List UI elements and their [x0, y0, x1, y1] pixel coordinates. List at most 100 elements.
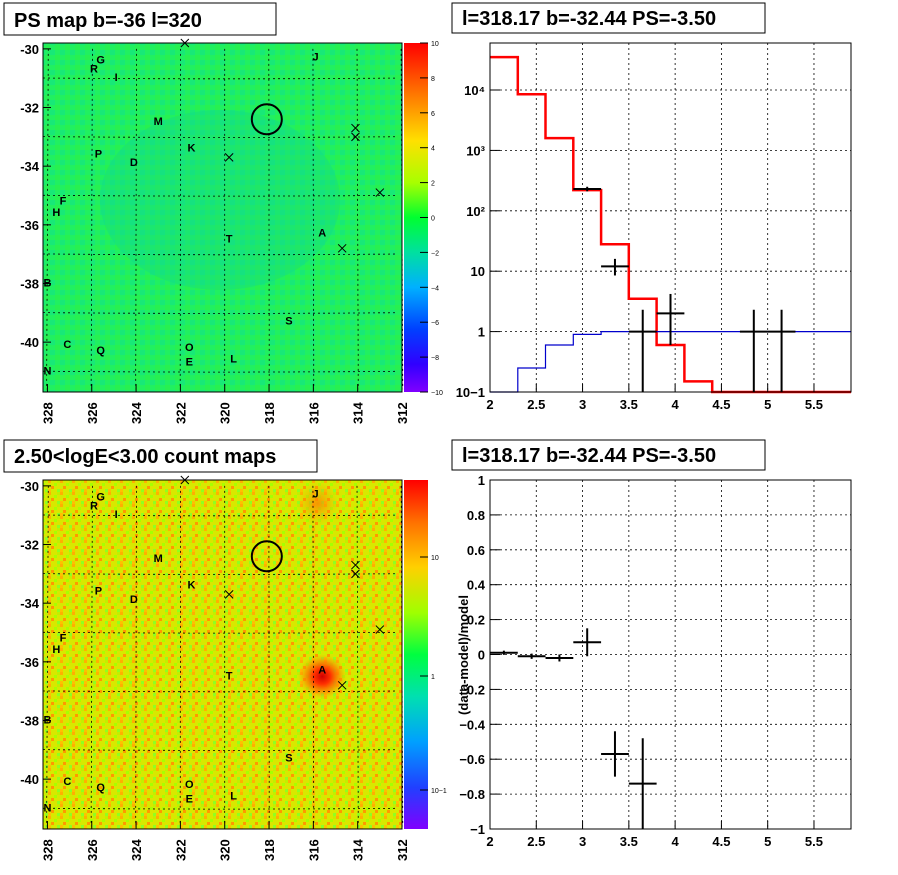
map-y-tick-label: -40 — [20, 335, 39, 350]
colorbar-tick-label: −8 — [431, 355, 439, 362]
colorbar-tick-label: −2 — [431, 250, 439, 257]
map-source-label: L — [230, 354, 237, 366]
residual-x-tick-label: 5.5 — [805, 834, 823, 849]
map-source-label: J — [313, 489, 319, 501]
map-x-tick-label: 328 — [40, 839, 55, 861]
map-parallel — [42, 194, 398, 197]
map-parallel — [42, 312, 398, 314]
map-meridian — [356, 48, 359, 390]
map-x-tick-label: 312 — [395, 839, 410, 861]
map-source-label: Q — [96, 782, 105, 794]
residual-y-tick-label: −0.2 — [459, 682, 485, 697]
residual-x-tick-label: 2.5 — [527, 834, 545, 849]
map-source-cross — [375, 625, 385, 634]
count-map-coordinate-grid — [42, 485, 404, 827]
map-y-tick-label: -36 — [20, 655, 39, 670]
map-y-tick-label: -38 — [20, 713, 39, 728]
spectrum-y-tick-label: 10−1 — [456, 385, 485, 400]
map-parallel — [42, 573, 398, 575]
colorbar-tick-label: 4 — [431, 146, 435, 153]
map-parallel — [43, 253, 398, 256]
count-map-colorbar-ticks: 10 1 10−1 — [420, 555, 447, 795]
map-source-cross — [351, 569, 360, 579]
map-y-tick-label: -40 — [20, 772, 39, 787]
ps-map-title: PS map b=-36 l=320 — [14, 10, 202, 32]
spectrum-title-box — [451, 2, 766, 34]
map-meridian — [356, 485, 359, 827]
count-map-heatmap — [43, 480, 402, 829]
map-y-tick-label: -30 — [20, 42, 39, 57]
residual-y-ticks: 1 0.8 0.6 0.4 0.2 0 −0.2 −0.4 −0.6 −0.8 −1 — [459, 473, 500, 837]
map-source-label: S — [285, 316, 292, 328]
count-map-title-box — [3, 439, 318, 473]
colorbar-tick-label: 10 — [431, 41, 439, 48]
map-x-tick-label: 326 — [85, 839, 100, 861]
ps-map-colorbar-ticks: 10 8 6 4 2 0 −2 −4 −6 −8 −10 — [420, 41, 443, 397]
map-x-tick-label: 320 — [218, 402, 233, 424]
map-source-label: M — [154, 116, 163, 128]
map-source-cross — [375, 188, 385, 197]
colorbar-tick-label: −4 — [431, 285, 439, 292]
colorbar-tick-label: 8 — [431, 76, 435, 83]
spectrum-y-tick-label: 10⁴ — [464, 83, 485, 98]
map-y-tick-label: -34 — [20, 596, 40, 611]
residual-x-tick-label: 4 — [672, 834, 680, 849]
spectrum-x-tick-label: 2 — [486, 397, 493, 412]
map-source-label: O — [185, 342, 194, 354]
map-parallel — [42, 749, 398, 751]
map-source-label: E — [186, 357, 193, 369]
map-x-tick-label: 314 — [351, 402, 366, 424]
map-source-cross — [351, 132, 360, 142]
map-x-tick-label: 328 — [40, 402, 55, 424]
map-source-cross — [337, 243, 347, 253]
ps-map-y-ticks: -30 -32 -34 -36 -38 -40 — [20, 42, 51, 350]
map-source-label: P — [95, 148, 102, 160]
residual-y-label: (data-model)/model — [456, 595, 471, 715]
residual-x-tick-label: 3 — [579, 834, 586, 849]
map-meridian — [90, 48, 93, 390]
count-map-frame — [42, 479, 403, 830]
count-map-hotspot-a — [298, 654, 347, 699]
colorbar-tick-label: −10 — [431, 390, 443, 397]
map-meridian — [90, 485, 93, 827]
residual-x-ticks: 2 2.5 3 3.5 4 4.5 5 5.5 — [486, 821, 823, 849]
map-parallel — [42, 77, 398, 80]
map-source-label: N — [43, 365, 51, 377]
residual-y-tick-label: 0.6 — [467, 543, 485, 558]
panel-count-map: 2.50<logE<3.00 count maps GRIJMKPDFHATBS… — [3, 439, 447, 861]
map-source-cross — [351, 123, 360, 133]
panel-residual: l=318.17 b=-32.44 PS=-3.50 2 2.5 3 3.5 4 4.5 5… — [451, 439, 852, 849]
spectrum-x-ticks: 2 2.5 3 3.5 4 4.5 5 5.5 — [486, 384, 823, 412]
map-source-label: T — [226, 670, 233, 682]
colorbar-tick-label: 10 — [431, 555, 439, 562]
map-y-tick-label: -32 — [20, 538, 39, 553]
map-source-label: F — [60, 195, 67, 207]
colorbar-tick-label: 2 — [431, 181, 435, 188]
map-source-label: H — [52, 207, 60, 219]
map-y-tick-label: -30 — [20, 479, 39, 494]
spectrum-x-tick-label: 5 — [764, 397, 771, 412]
map-roi-circle — [250, 540, 283, 573]
map-source-label: D — [130, 157, 138, 169]
residual-y-tick-label: 1 — [478, 473, 485, 488]
map-x-tick-label: 324 — [129, 839, 144, 861]
map-source-label: L — [230, 791, 237, 803]
map-source-label: P — [95, 585, 102, 597]
spectrum-model-histogram — [490, 55, 851, 394]
residual-y-tick-label: −1 — [470, 822, 485, 837]
map-y-tick-label: -34 — [20, 159, 40, 174]
map-x-tick-label: 324 — [129, 402, 144, 424]
map-parallel — [42, 514, 398, 517]
map-x-tick-label: 316 — [306, 839, 321, 861]
map-source-label: H — [52, 644, 60, 656]
map-meridian — [135, 485, 137, 827]
map-meridian — [46, 48, 49, 390]
colorbar-tick-label: −6 — [431, 320, 439, 327]
count-map-colorbar — [404, 480, 428, 829]
map-roi-circle — [250, 103, 283, 136]
map-source-label: F — [60, 632, 67, 644]
spectrum-frame — [489, 42, 852, 393]
spectrum-x-tick-label: 3.5 — [620, 397, 638, 412]
spectrum-x-tick-label: 3 — [579, 397, 586, 412]
